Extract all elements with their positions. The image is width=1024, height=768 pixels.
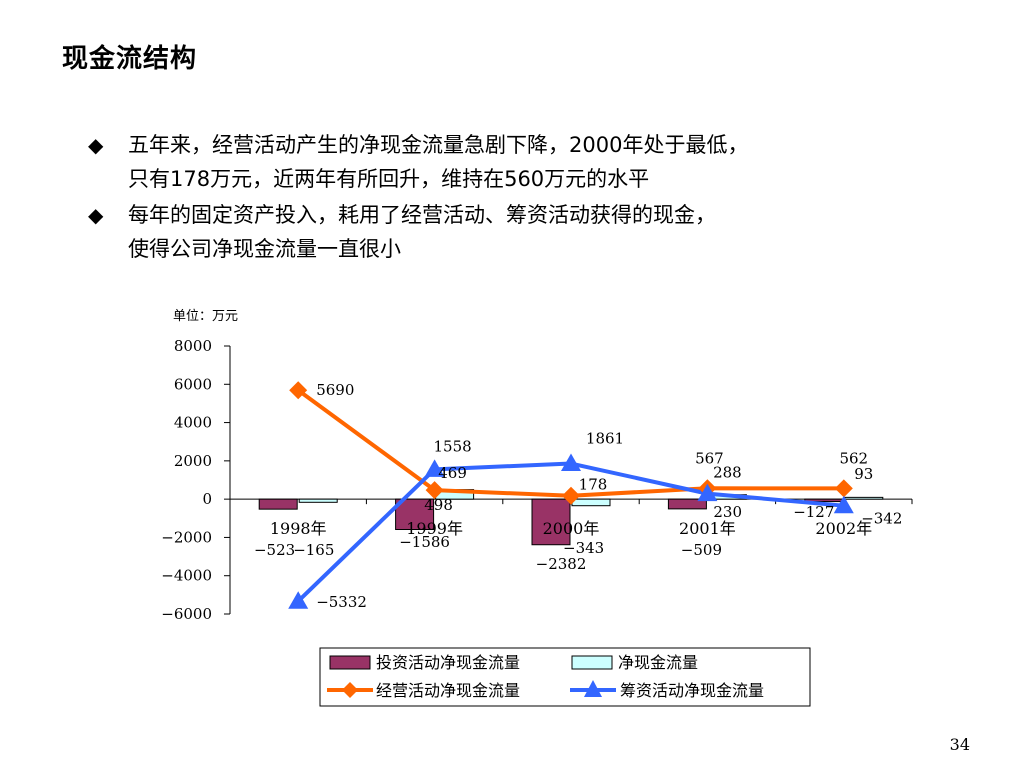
net-cash-bar	[844, 496, 884, 500]
bullet-text-line: 只有178万元，近两年有所回升，维持在560万元的水平	[128, 167, 650, 191]
bullet-text-line: 五年来，经营活动产生的净现金流量急剧下降，2000年处于最低，	[128, 133, 749, 157]
financing-point	[833, 495, 854, 514]
investing-bar	[667, 498, 707, 510]
unit-label: 单位：万元	[173, 309, 238, 324]
investing-value-label: −127	[793, 503, 834, 521]
net-cash-value-label: 498	[424, 496, 453, 514]
net-cash-value-label: 93	[854, 465, 873, 483]
financing-point	[288, 591, 309, 609]
operating-point	[425, 481, 444, 500]
y-tick-label: 4000	[174, 414, 212, 432]
financing-value-label: −5332	[316, 593, 367, 611]
y-tick-label: 8000	[174, 337, 212, 355]
operating-point	[834, 479, 853, 498]
investing-value-label: −1586	[399, 533, 450, 551]
investing-legend-label: 投资活动净现金流量	[376, 653, 520, 672]
net-cash-legend-label: 净现金流量	[618, 653, 698, 672]
bullet-text-line: 每年的固定资产投入，耗用了经营活动、筹资活动获得的现金，	[128, 203, 716, 227]
slide-title: 现金流结构	[62, 44, 198, 74]
net-cash-value-label: 230	[713, 503, 742, 521]
financing-value-label: −342	[861, 510, 902, 528]
bullet-list: ◆ 五年来，经营活动产生的净现金流量急剧下降，2000年处于最低， 只有178万…	[88, 128, 988, 268]
operating-legend-marker	[342, 682, 358, 698]
x-category-label: 2002年	[815, 519, 872, 538]
x-category-label: 1999年	[406, 519, 463, 538]
financing-value-label: 288	[713, 464, 742, 482]
net-cash-bar	[571, 498, 611, 507]
financing-legend-marker	[584, 680, 602, 697]
diamond-bullet-icon: ◆	[88, 203, 104, 227]
diamond-bullet-icon: ◆	[88, 133, 104, 157]
investing-bar	[531, 498, 571, 546]
y-tick-label: −4000	[161, 567, 212, 585]
x-category-label: 2000年	[543, 519, 600, 538]
bullet-item: ◆ 每年的固定资产投入，耗用了经营活动、筹资活动获得的现金， 使得公司净现金流量…	[88, 198, 988, 266]
x-category-label: 1998年	[270, 519, 327, 538]
x-category-label: 2001年	[679, 519, 736, 538]
financing-value-label: 1861	[586, 430, 624, 448]
net-cash-legend-swatch	[571, 655, 613, 670]
investing-bar	[395, 498, 435, 531]
operating-value-label: 567	[695, 449, 724, 467]
y-tick-label: −2000	[161, 528, 212, 546]
operating-value-label: 5690	[316, 381, 354, 399]
operating-value-label: 562	[839, 449, 868, 467]
y-tick-label: 6000	[174, 375, 212, 393]
operating-legend-label: 经营活动净现金流量	[376, 681, 520, 700]
operating-point	[289, 381, 308, 400]
operating-value-label: 469	[438, 464, 467, 482]
legend-box	[319, 647, 811, 707]
operating-line	[297, 388, 844, 498]
investing-bar	[258, 498, 298, 510]
operating-point	[562, 486, 580, 505]
bullet-text-line: 使得公司净现金流量一直很小	[128, 237, 401, 261]
operating-value-label: 178	[579, 476, 608, 494]
y-tick-label: 0	[202, 490, 212, 508]
financing-point	[424, 459, 445, 477]
net-cash-value-label: −343	[563, 539, 604, 557]
investing-legend-swatch	[329, 655, 371, 670]
financing-point	[561, 453, 581, 472]
investing-value-label: −509	[681, 541, 722, 559]
y-tick-label: −6000	[161, 605, 212, 623]
net-cash-bar	[298, 498, 338, 503]
y-tick-label: 2000	[174, 452, 212, 470]
investing-value-label: −2382	[536, 555, 587, 573]
financing-value-label: 1558	[434, 437, 472, 455]
investing-value-label: −523	[254, 541, 295, 559]
financing-legend-label: 筹资活动净现金流量	[620, 681, 764, 700]
bullet-item: ◆ 五年来，经营活动产生的净现金流量急剧下降，2000年处于最低， 只有178万…	[88, 128, 988, 196]
financing-point	[697, 483, 718, 502]
page-number: 34	[949, 735, 970, 754]
net-cash-value-label: −165	[293, 541, 334, 559]
